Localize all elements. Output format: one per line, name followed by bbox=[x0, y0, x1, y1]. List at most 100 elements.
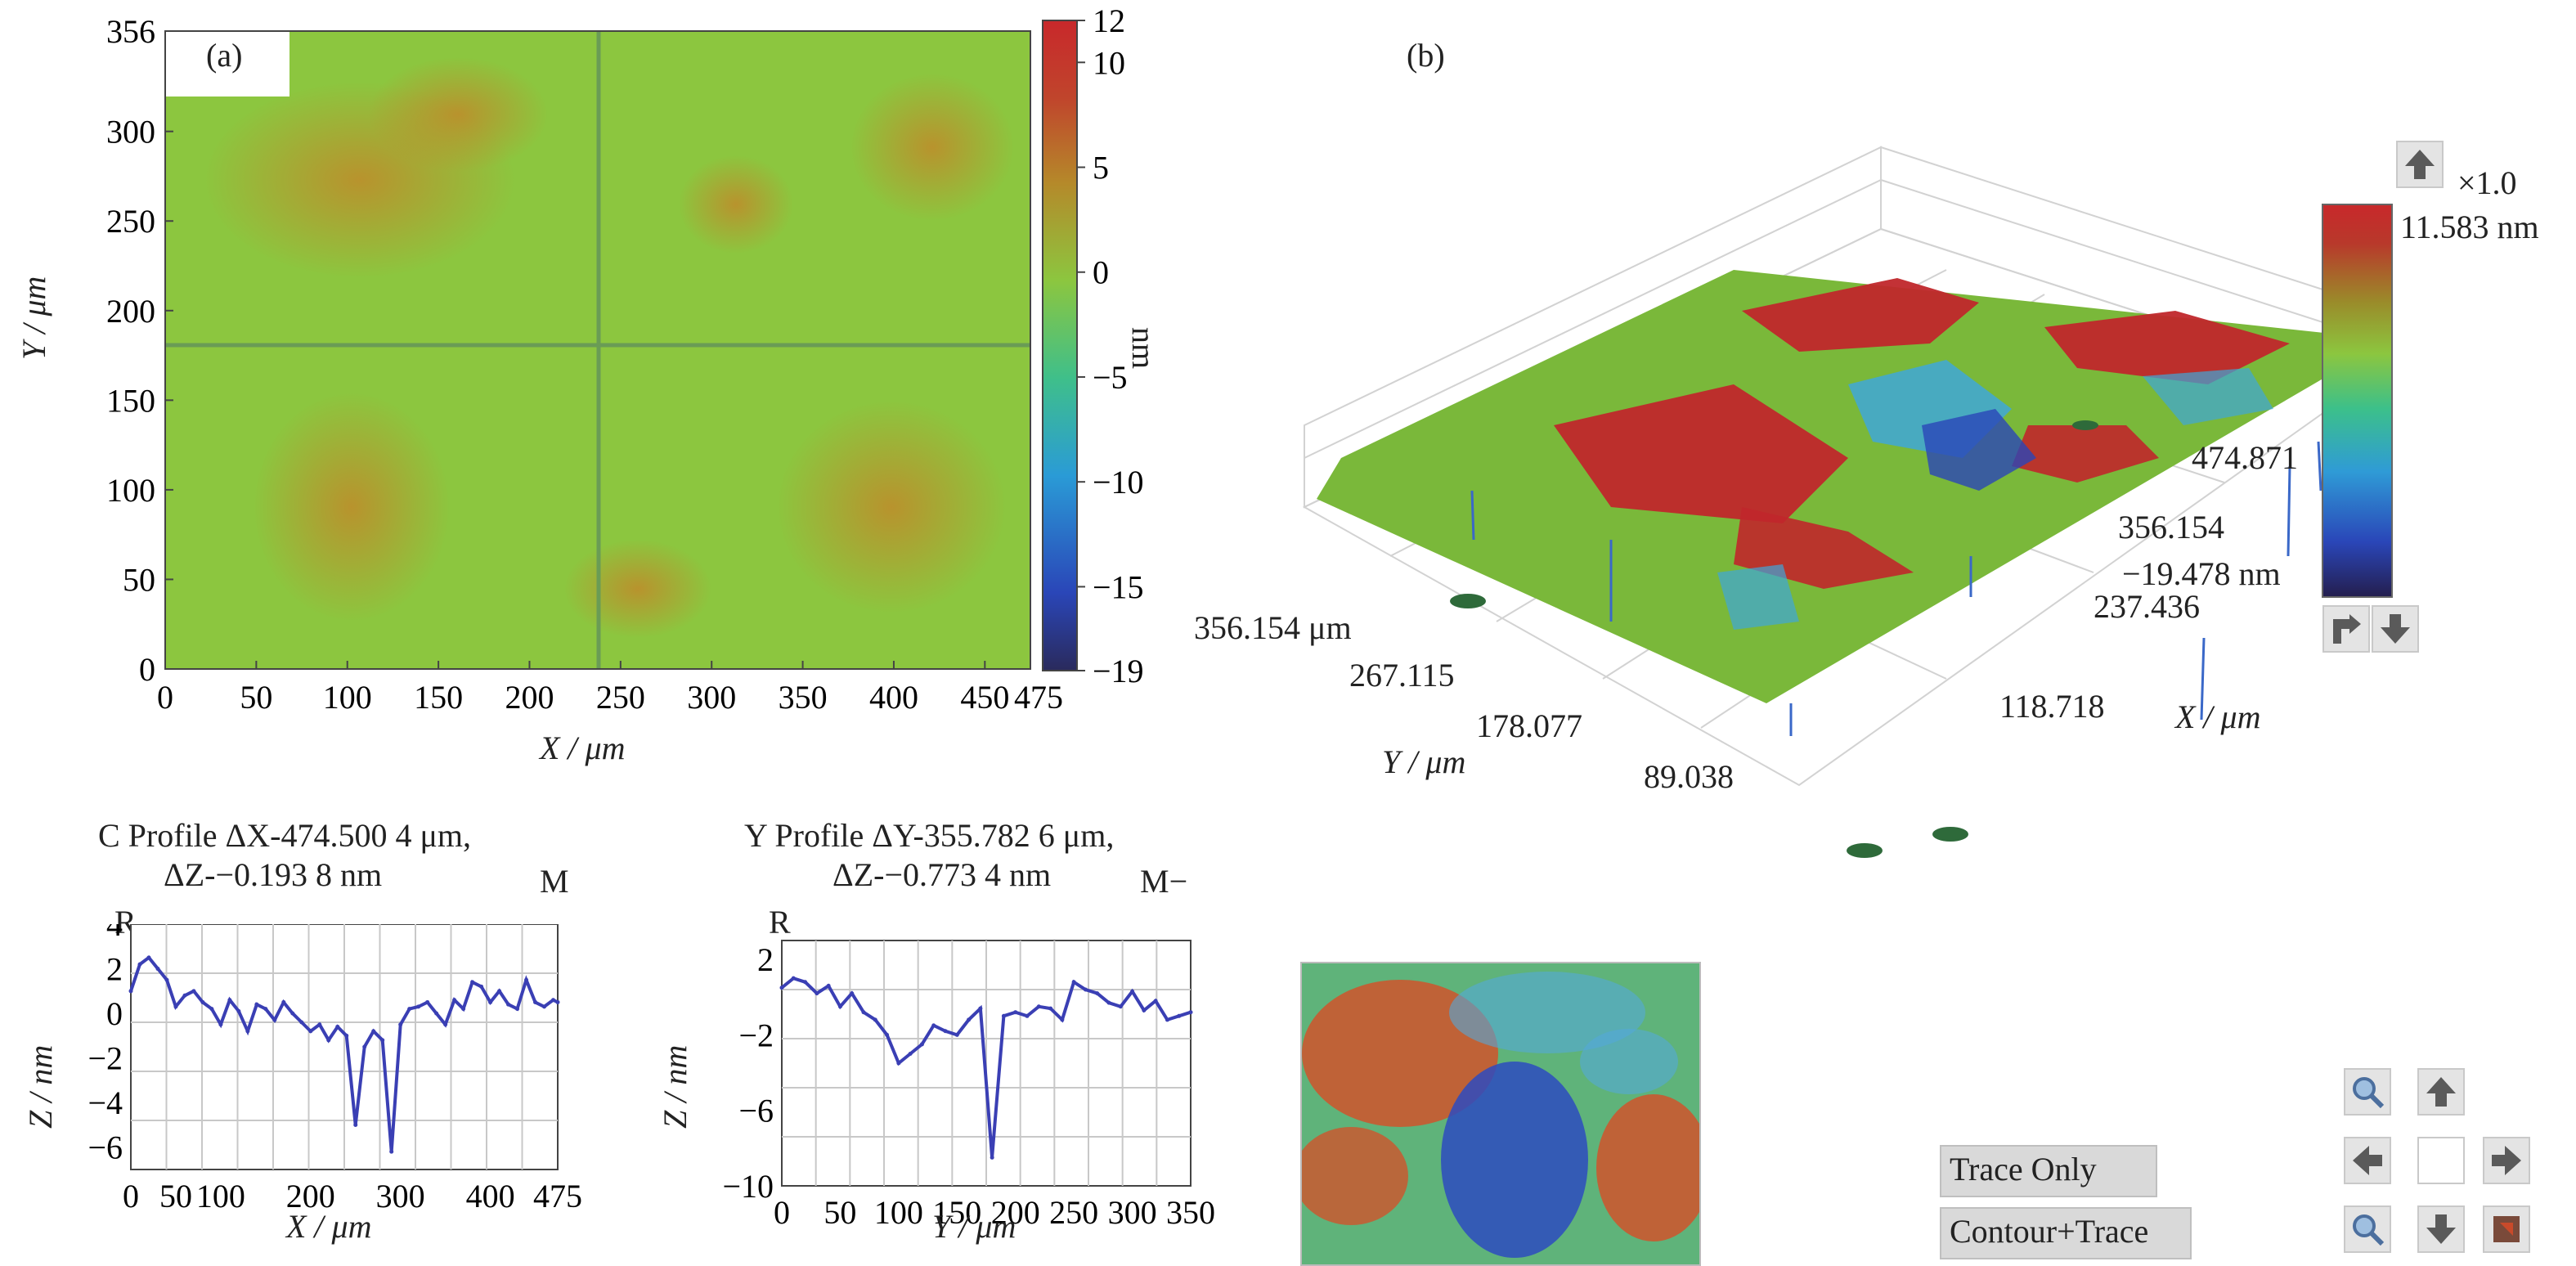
profile-point bbox=[299, 1020, 304, 1025]
y-tick-label: 200 bbox=[106, 293, 155, 330]
profile-point bbox=[1071, 980, 1076, 985]
colorbar-tick-label: −15 bbox=[1093, 568, 1144, 605]
x-tick-label: 250 bbox=[596, 679, 645, 716]
surface-x-tick-1: 118.718 bbox=[1999, 688, 2105, 725]
pan-left-button[interactable] bbox=[2344, 1137, 2391, 1184]
profile-x-title-line2: ΔZ-−0.193 8 nm bbox=[164, 856, 383, 893]
colorbar-tick-label: −5 bbox=[1093, 359, 1128, 396]
profile-point bbox=[371, 1029, 376, 1034]
x-tick-label: 475 bbox=[1014, 679, 1063, 716]
x-tick-label: 0 bbox=[123, 1178, 139, 1214]
y-tick-label: 300 bbox=[106, 114, 155, 150]
x-tick-label: 475 bbox=[533, 1178, 582, 1214]
profile-point bbox=[815, 991, 819, 996]
zoom-in-icon bbox=[2353, 1077, 2385, 1109]
profile-point bbox=[245, 1029, 250, 1034]
profile-x-title-line1: C Profile ΔX-474.500 4 μm, bbox=[98, 817, 472, 854]
profile-point bbox=[919, 1042, 924, 1047]
profile-point bbox=[236, 1008, 241, 1013]
profile-point bbox=[344, 1033, 349, 1038]
surface-3d-panel: (b) ×1.0 11.583 nm −19.478 nm 474.871 35… bbox=[1194, 0, 2576, 883]
pan-right-button[interactable] bbox=[2483, 1137, 2530, 1184]
x-tick-label: 0 bbox=[774, 1194, 790, 1231]
profile-x-panel: C Profile ΔX-474.500 4 μm, ΔZ-−0.193 8 n… bbox=[0, 801, 622, 1266]
profile-point bbox=[1013, 1010, 1018, 1015]
reset-view-button[interactable] bbox=[2483, 1205, 2530, 1253]
profile-point bbox=[128, 989, 133, 994]
surface-3d-patches bbox=[1554, 278, 2290, 630]
rotate-icon bbox=[2333, 614, 2361, 644]
surface-y-tick-4: 356.154 μm bbox=[1194, 609, 1352, 646]
height-map-panel: 0 50 100 150 200 250 300 350 400 450 475 0 50 100 150… bbox=[0, 0, 1227, 785]
pan-center-button[interactable] bbox=[2417, 1137, 2465, 1184]
surface-colorbar bbox=[2322, 204, 2393, 598]
arrow-up-icon bbox=[2426, 1077, 2456, 1107]
profile-point bbox=[1036, 1004, 1041, 1009]
profile-point bbox=[990, 1155, 994, 1160]
profile-point bbox=[353, 1122, 358, 1127]
profile-point bbox=[497, 989, 502, 994]
profile-point bbox=[515, 1007, 520, 1012]
profile-point bbox=[290, 1011, 295, 1016]
profile-point bbox=[362, 1044, 367, 1049]
colorbar-tick-label: 10 bbox=[1093, 44, 1125, 81]
y-tick-label: −10 bbox=[722, 1168, 774, 1205]
profile-point bbox=[317, 1022, 322, 1027]
profile-point bbox=[779, 985, 784, 990]
y-tick-label: −6 bbox=[738, 1093, 774, 1129]
zoom-in-button[interactable] bbox=[2344, 1068, 2391, 1116]
profile-point bbox=[803, 980, 808, 985]
profile-point bbox=[943, 1029, 948, 1034]
grid-lines bbox=[782, 941, 1191, 1186]
profile-point bbox=[443, 1022, 448, 1027]
profile-point bbox=[416, 1004, 421, 1009]
profile-point bbox=[335, 1024, 340, 1029]
x-tick-label: 100 bbox=[196, 1178, 245, 1214]
rotate-up-button[interactable] bbox=[2396, 141, 2444, 188]
contour-trace-button[interactable]: Contour+Trace bbox=[1940, 1207, 2192, 1259]
arrow-down-icon bbox=[2426, 1214, 2456, 1244]
arrow-down-icon bbox=[2381, 614, 2410, 644]
x-tick-label: 200 bbox=[505, 679, 554, 716]
profile-point bbox=[308, 1029, 313, 1034]
profile-x-chart[interactable]: 0 50 100 200 300 400 475 4 2 0 −2 −4 −6 bbox=[0, 924, 622, 1266]
profile-point bbox=[200, 999, 205, 1004]
pan-up-button[interactable] bbox=[2417, 1068, 2465, 1116]
profile-point bbox=[380, 1038, 385, 1043]
profile-point bbox=[1188, 1010, 1193, 1015]
profile-point bbox=[954, 1032, 959, 1037]
profile-point bbox=[470, 980, 475, 985]
profile-point bbox=[896, 1061, 901, 1066]
x-tick-label: 350 bbox=[779, 679, 828, 716]
profile-point bbox=[434, 1011, 439, 1016]
profile-point bbox=[1060, 1017, 1065, 1022]
rotate-down-button[interactable] bbox=[2372, 605, 2419, 653]
zoom-out-button[interactable] bbox=[2344, 1205, 2391, 1253]
surface-z-min: −19.478 nm bbox=[2122, 555, 2281, 592]
surface-y-label: Y / μm bbox=[1382, 743, 1466, 780]
profile-point bbox=[398, 1022, 403, 1027]
x-tick-label: 400 bbox=[466, 1178, 515, 1214]
colorbar-ticks: 12 10 5 0 −5 −10 −15 −19 bbox=[1077, 2, 1144, 689]
overview-thumbnail[interactable] bbox=[1300, 962, 1701, 1266]
profile-point bbox=[837, 1004, 842, 1009]
rotate-left-button[interactable] bbox=[2322, 605, 2370, 653]
profile-point bbox=[1083, 987, 1088, 992]
profile-point bbox=[1165, 1017, 1169, 1022]
y-axis-ticks: 0 50 100 150 200 250 300 356 bbox=[106, 13, 173, 688]
profile-y-chart[interactable]: 0 50 100 150 200 250 300 350 2 −2 −6 −10 bbox=[654, 924, 1227, 1266]
profile-y-x-label: Y / μm bbox=[932, 1208, 1016, 1245]
profile-point bbox=[461, 1007, 466, 1012]
colorbar-tick-label: 5 bbox=[1093, 150, 1109, 186]
pan-down-button[interactable] bbox=[2417, 1205, 2465, 1253]
x-tick-label: 200 bbox=[286, 1178, 335, 1214]
surface-3d-figure[interactable] bbox=[1227, 0, 2576, 883]
trace-only-button[interactable]: Trace Only bbox=[1940, 1145, 2157, 1197]
profile-point bbox=[263, 1007, 268, 1012]
surface-colorbar-max: 11.583 nm bbox=[2400, 209, 2539, 245]
x-tick-label: 0 bbox=[157, 679, 173, 716]
profile-point bbox=[182, 993, 187, 998]
colorbar-tick-label: −19 bbox=[1093, 653, 1144, 689]
x-axis-ticks: 0 50 100 150 200 250 300 350 400 450 475 bbox=[157, 661, 1063, 716]
colorbar-unit-label: nm bbox=[1125, 327, 1162, 370]
